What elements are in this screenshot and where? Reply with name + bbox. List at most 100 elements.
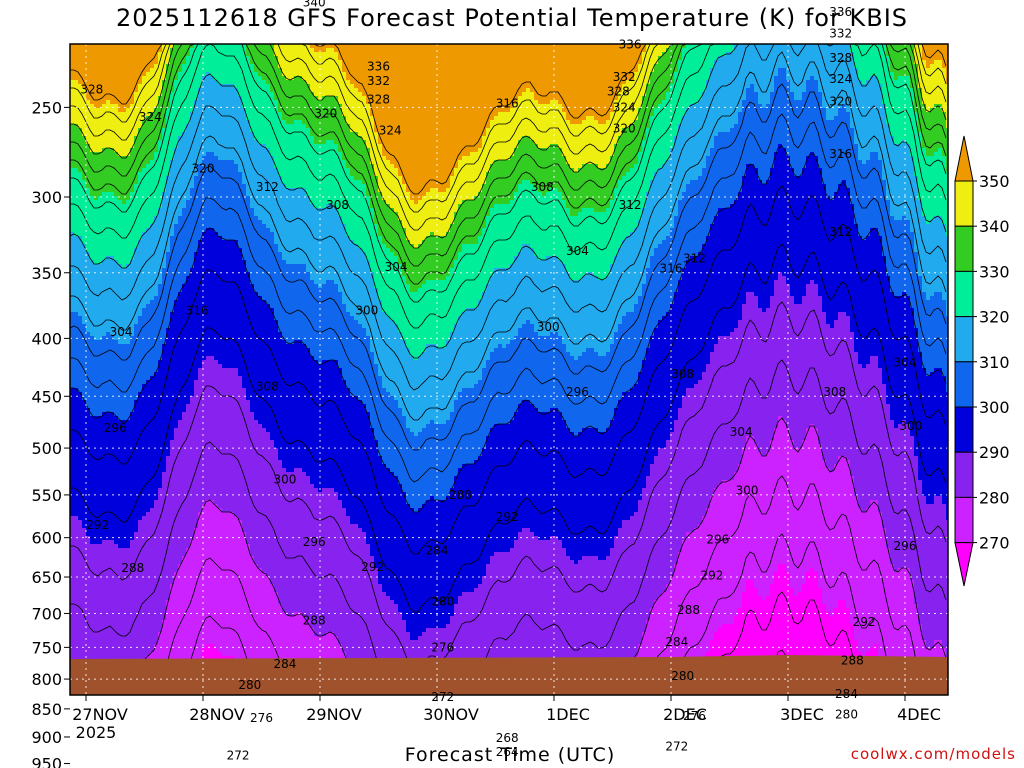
y-tick-label: 600: [31, 529, 62, 548]
contour-label: 296: [303, 535, 326, 549]
contour-label: 292: [496, 510, 519, 524]
colorbar-segment: [954, 406, 974, 453]
contour-label: 328: [367, 92, 390, 106]
contour-label: 296: [706, 532, 729, 546]
contour-label: 328: [607, 84, 630, 98]
x-tick-label: 1DEC: [546, 705, 590, 724]
y-tick-label: 850: [31, 700, 62, 719]
colorbar-label: 300: [979, 398, 1010, 417]
y-tick-label: 500: [31, 439, 62, 458]
contour-label: 284: [273, 657, 296, 671]
x-tick-sublabel: 2025: [76, 723, 117, 742]
contour-label: 300: [736, 483, 759, 497]
contour-label: 308: [823, 385, 846, 399]
contour-label: 276: [250, 711, 273, 725]
contour-label: 328: [829, 51, 852, 65]
contour-label: 336: [367, 59, 390, 73]
contour-label: 296: [894, 539, 917, 553]
contour-label: 288: [449, 488, 472, 502]
y-tick-label: 800: [31, 670, 62, 689]
contour-label: 288: [677, 603, 700, 617]
contour-label: 324: [139, 110, 162, 124]
contour-label: 272: [431, 690, 454, 704]
contour-label: 292: [361, 560, 384, 574]
contour-label: 324: [829, 72, 852, 86]
contour-label: 276: [683, 709, 706, 723]
contour-label: 336: [829, 5, 852, 19]
contour-label: 328: [80, 82, 103, 96]
colorbar-label: 320: [979, 308, 1010, 327]
y-tick-label: 750: [31, 638, 62, 657]
colorbar-label: 280: [979, 488, 1010, 507]
contour-label: 300: [355, 304, 378, 318]
contour-label: 292: [853, 615, 876, 629]
y-tick-label: 700: [31, 604, 62, 623]
contour-label: 316: [829, 147, 852, 161]
terrain-surface: [70, 655, 948, 695]
contour-label: 320: [829, 94, 852, 108]
theta-field: [70, 44, 948, 695]
contour-label: 284: [426, 544, 449, 558]
contour-label: 280: [671, 669, 694, 683]
colorbar-label: 270: [979, 534, 1010, 553]
colorbar-cap-top: [954, 135, 974, 182]
contour-label: 332: [829, 26, 852, 40]
contour-label: 308: [671, 367, 694, 381]
contour-label: 284: [665, 635, 688, 649]
colorbar-cap-bottom: [954, 542, 974, 587]
contour-label: 288: [841, 653, 864, 667]
contour-label: 276: [431, 640, 454, 654]
colorbar-segment: [954, 361, 974, 408]
contour-label: 316: [186, 304, 209, 318]
y-tick-label: 650: [31, 568, 62, 587]
contour-label: 320: [192, 161, 215, 175]
contour-label: 332: [367, 74, 390, 88]
contour-label: 308: [531, 180, 554, 194]
x-tick-label: 3DEC: [780, 705, 824, 724]
plot-frame: [69, 43, 949, 696]
contour-label: 320: [314, 106, 337, 120]
contour-label: 320: [613, 122, 636, 136]
contour-label: 304: [110, 325, 133, 339]
colorbar-segment: [954, 496, 974, 544]
contour-label: 272: [665, 740, 688, 754]
x-tick-label: 4DEC: [897, 705, 941, 724]
contour-label: 300: [899, 419, 922, 433]
colorbar-segment: [954, 270, 974, 318]
contour-label: 292: [700, 569, 723, 583]
colorbar-segment: [954, 316, 974, 363]
contour-label: 296: [104, 421, 127, 435]
contour-label: 296: [566, 385, 589, 399]
contour-label: 324: [613, 100, 636, 114]
colorbar: 270 280 290 300 310 320 330 340 350: [954, 135, 1010, 587]
contour-label: 316: [496, 96, 519, 110]
contour-label: 308: [256, 379, 279, 393]
y-tick-label: 300: [31, 188, 62, 207]
contour-label: 280: [431, 594, 454, 608]
contour-label: 300: [273, 472, 296, 486]
contour-label: 292: [86, 518, 109, 532]
contour-label: 304: [894, 355, 917, 369]
contour-label: 272: [227, 749, 250, 763]
y-axis: 250 300 350 400 450 500 550 600 650 700 750 800 850 9…: [31, 98, 70, 768]
colorbar-segment: [954, 225, 974, 272]
x-tick-label: 29NOV: [306, 705, 362, 724]
contour-label: 324: [379, 123, 402, 137]
x-axis-label: Forecast Time (UTC): [404, 744, 616, 766]
contour-label: 308: [326, 198, 349, 212]
x-tick-label: 2DEC: [663, 705, 707, 724]
colorbar-label: 290: [979, 443, 1010, 462]
credit-link[interactable]: coolwx.com/models: [850, 745, 1016, 763]
contour-label: 304: [730, 425, 753, 439]
grid: [70, 44, 948, 765]
y-tick-label: 350: [31, 264, 62, 283]
x-axis: 27NOV 28NOV 29NOV 30NOV 1DEC 2DEC 3DEC 4DEC 2025: [72, 695, 941, 742]
contour-label: 312: [619, 198, 642, 212]
colorbar-label: 310: [979, 353, 1010, 372]
contour-label: 280: [238, 678, 261, 692]
y-tick-label: 900: [31, 728, 62, 747]
contour-label: 316: [660, 262, 683, 276]
contour-label: 332: [613, 70, 636, 84]
y-tick-label: 250: [31, 98, 62, 117]
